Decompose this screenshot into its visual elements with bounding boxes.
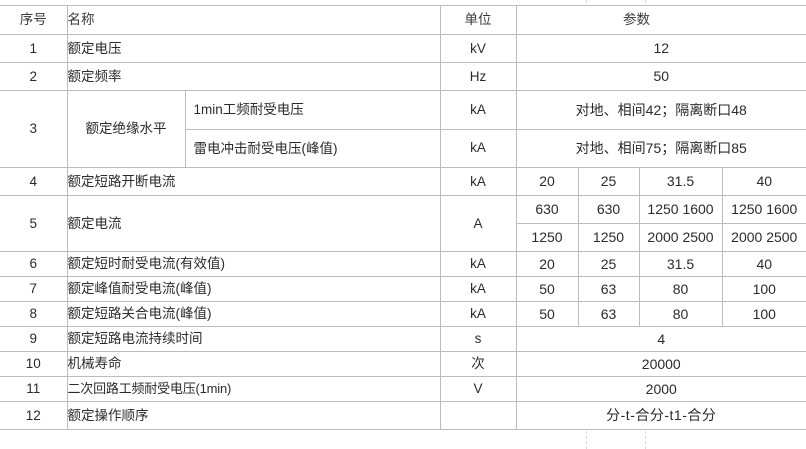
row-cell: 40: [721, 167, 806, 196]
row-cell: 25: [577, 251, 640, 277]
row-cell: 50: [515, 276, 579, 302]
row-name: 机械寿命: [66, 351, 441, 377]
row-value: 4: [515, 326, 806, 352]
row-cell: 1250: [577, 223, 640, 252]
row-cell: 100: [721, 276, 806, 302]
row-name: 额定峰值耐受电流(峰值): [66, 276, 441, 302]
row-no: 2: [0, 62, 68, 91]
specification-table: 序号 名称 单位 参数 1 额定电压 kV 12 2 额定频率 Hz 50: [0, 5, 806, 430]
table-row: 9 额定短路电流持续时间 s 4: [0, 326, 806, 352]
row-cell: 40: [721, 251, 806, 277]
row-name: 额定操作顺序: [66, 401, 441, 430]
column-header-unit: 单位: [439, 5, 517, 35]
row-name: 额定绝缘水平: [68, 91, 186, 167]
table-row: kA 对地、相间75；隔离断口85: [0, 128, 806, 168]
row-no: 4: [0, 167, 68, 196]
row-no: 10: [0, 351, 68, 377]
row-name: 额定短路电流持续时间: [66, 326, 441, 352]
row-unit: s: [439, 326, 517, 352]
table-row: 7 额定峰值耐受电流(峰值) kA 50 63 80 100: [0, 276, 806, 302]
row-name: 额定电流: [66, 195, 441, 252]
row-cell: 1250 1600: [638, 195, 723, 224]
row-cell: 80: [638, 276, 723, 302]
row-no: 3: [0, 90, 68, 168]
row-cell: 31.5: [638, 251, 723, 277]
row-cell: 2000 2500: [638, 223, 723, 252]
row-cell: 63: [577, 276, 640, 302]
row-cell: 31.5: [638, 167, 723, 196]
row-value: 2000: [515, 376, 806, 402]
row-unit: kA: [439, 90, 517, 130]
header-row: 序号 名称 单位 参数: [0, 5, 806, 35]
row-unit: A: [439, 195, 517, 252]
table-row: 1 额定电压 kV 12: [0, 34, 806, 63]
table-row: 11 二次回路工频耐受电压(1min) V 2000: [0, 376, 806, 402]
row-cell: 20: [515, 167, 579, 196]
table-row: 6 额定短时耐受电流(有效值) kA 20 25 31.5 40: [0, 251, 806, 277]
row-cell: 20: [515, 251, 579, 277]
row-no: 8: [0, 301, 68, 327]
row-no: 11: [0, 376, 68, 402]
row-unit: 次: [439, 351, 517, 377]
table-row: 10 机械寿命 次 20000: [0, 351, 806, 377]
row-unit: kV: [439, 34, 517, 63]
table-row: 12 额定操作顺序 分-t-合分-t1-合分: [0, 401, 806, 430]
table-row: 3 额定绝缘水平 1min工频耐受电压 雷电冲击耐受电压(峰值) kA 对地、相…: [0, 90, 806, 168]
table-header: 序号 名称 单位 参数: [0, 5, 806, 35]
row-unit: kA: [439, 251, 517, 277]
table-row: 4 额定短路开断电流 kA 20 25 31.5 40: [0, 167, 806, 196]
row-name: 二次回路工频耐受电压(1min): [66, 376, 441, 402]
row-no: 6: [0, 251, 68, 277]
row-name: 额定短时耐受电流(有效值): [66, 251, 441, 277]
row-value: 分-t-合分-t1-合分: [515, 401, 806, 430]
table-row: 2 额定频率 Hz 50: [0, 62, 806, 91]
row-cell: 630: [577, 195, 640, 224]
row-cell: 63: [577, 301, 640, 327]
row-value: 对地、相间75；隔离断口85: [515, 128, 806, 168]
row-unit: kA: [439, 167, 517, 196]
row-name-split: 额定绝缘水平 1min工频耐受电压 雷电冲击耐受电压(峰值): [66, 90, 441, 168]
row-name: 额定短路开断电流: [66, 167, 441, 196]
row-value: 12: [515, 34, 806, 63]
row-cell: 100: [721, 301, 806, 327]
row-name: 额定短路关合电流(峰值): [66, 301, 441, 327]
row-name: 额定电压: [66, 34, 441, 63]
row-no: 1: [0, 34, 68, 63]
table-row: 8 额定短路关合电流(峰值) kA 50 63 80 100: [0, 301, 806, 327]
row-unit: kA: [440, 128, 517, 168]
row-cell: 2000 2500: [721, 223, 806, 252]
row-cell: 1250 1600: [721, 195, 806, 224]
table-body: 1 额定电压 kV 12 2 额定频率 Hz 50 3 额定绝缘水平: [0, 34, 806, 430]
row-cell: 630: [515, 195, 579, 224]
column-header-name: 名称: [66, 5, 441, 35]
row-unit: V: [439, 376, 517, 402]
table-row: 5 额定电流 A 630 630 1250 1600 1250 1600: [0, 195, 806, 252]
table-row: 1250 1250 2000 2500 2000 2500: [0, 223, 806, 252]
row-value: 20000: [515, 351, 806, 377]
column-header-param-label: 参数: [623, 12, 650, 28]
row-name: 额定频率: [66, 62, 441, 91]
row-cell: 80: [638, 301, 723, 327]
row-no: 7: [0, 276, 68, 302]
column-header-no: 序号: [0, 5, 68, 35]
row-no: 12: [0, 401, 68, 430]
row-cell: 25: [577, 167, 640, 196]
row-no: 9: [0, 326, 68, 352]
row-cell: 1250: [516, 223, 579, 252]
row-unit: kA: [439, 276, 517, 302]
row-value: 50: [515, 62, 806, 91]
row-unit: [439, 401, 517, 430]
row-subname: 1min工频耐受电压: [193, 102, 304, 118]
row-no: 5: [0, 195, 68, 252]
column-header-param: 参数: [515, 5, 806, 35]
row-unit: kA: [439, 301, 517, 327]
row-value: 对地、相间42；隔离断口48: [515, 90, 806, 130]
row-subname: 雷电冲击耐受电压(峰值): [185, 129, 440, 167]
row-cell: 50: [515, 301, 579, 327]
row-unit: Hz: [439, 62, 517, 91]
